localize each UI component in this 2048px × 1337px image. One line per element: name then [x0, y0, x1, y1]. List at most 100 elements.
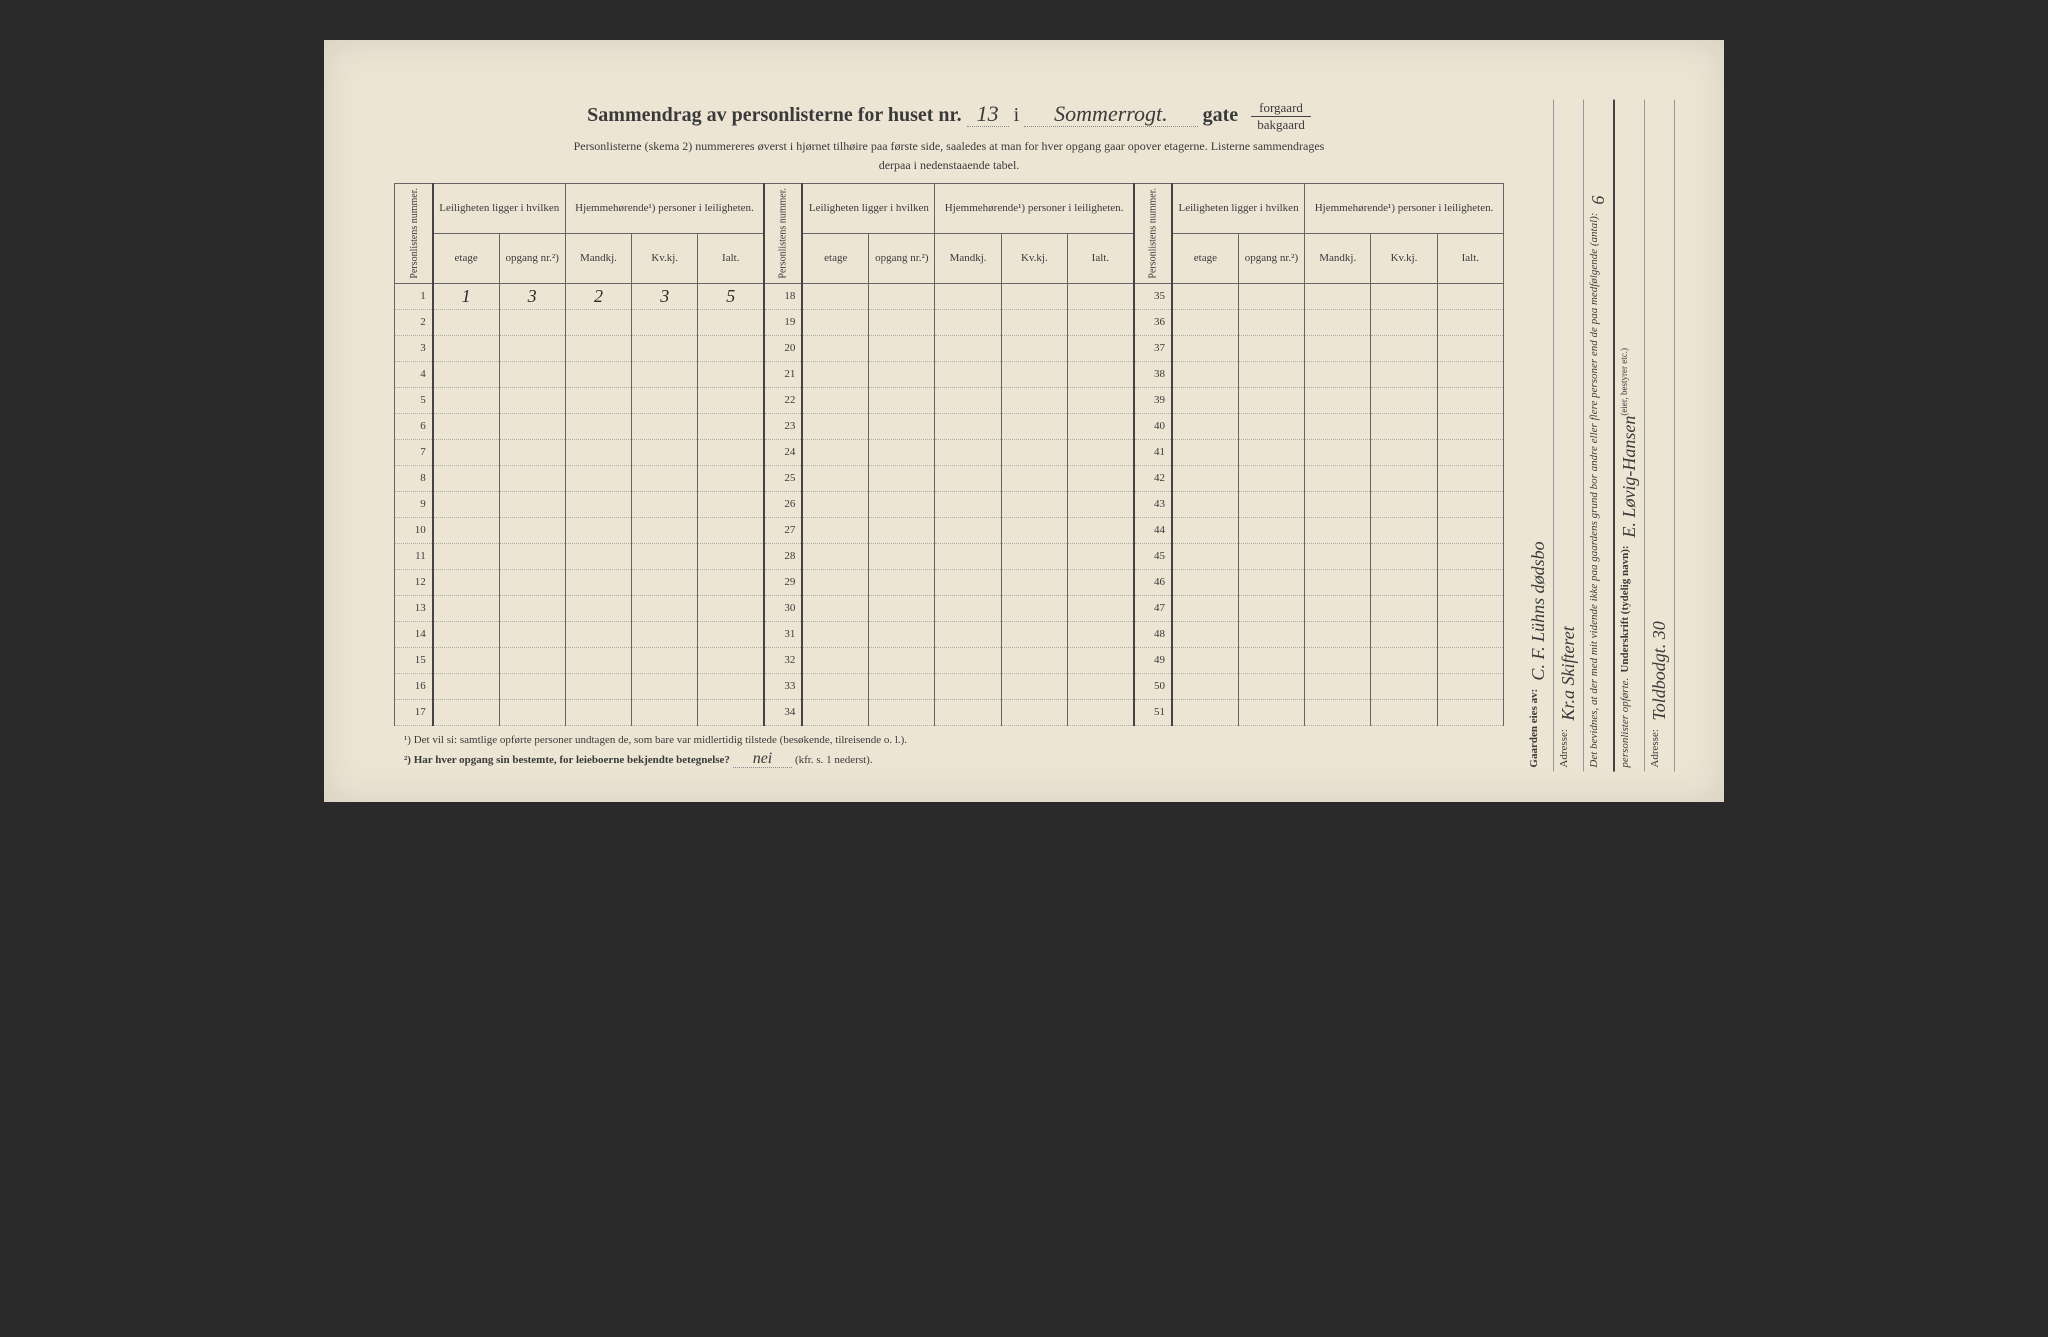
cell-ialt: [698, 673, 764, 699]
cell-empty: [1001, 699, 1067, 725]
cell-kvkj: [632, 621, 698, 647]
cell-ialt: [698, 517, 764, 543]
table-body: 1132351835219363203742138522396234072441…: [395, 283, 1504, 725]
cell-mandkj: [565, 413, 631, 439]
th-kvkj-1: Kv.kj.: [632, 233, 698, 283]
cell-empty: [1305, 361, 1371, 387]
cell-empty: [1437, 491, 1503, 517]
cell-etage: [433, 517, 499, 543]
row-num: 23: [764, 413, 802, 439]
row-num: 38: [1134, 361, 1172, 387]
row-num: 20: [764, 335, 802, 361]
row-num: 8: [395, 465, 433, 491]
bakgaard-label: bakgaard: [1251, 117, 1311, 133]
row-num: 10: [395, 517, 433, 543]
th-opgang-3: opgang nr.²): [1238, 233, 1304, 283]
cell-kvkj: [632, 413, 698, 439]
th-kvkj-2: Kv.kj.: [1001, 233, 1067, 283]
cell-empty: [1001, 569, 1067, 595]
cell-ialt: [698, 335, 764, 361]
footnote-2-suffix: (kfr. s. 1 nederst).: [795, 754, 873, 766]
cell-empty: [1238, 413, 1304, 439]
row-num: 25: [764, 465, 802, 491]
cell-kvkj: [632, 543, 698, 569]
cell-empty: [1437, 283, 1503, 309]
cell-empty: [1238, 439, 1304, 465]
underskrift-label: Underskrift (tydelig navn):: [1619, 545, 1631, 672]
row-num: 9: [395, 491, 433, 517]
cell-ialt: [698, 595, 764, 621]
cell-kvkj: [632, 335, 698, 361]
row-num: 11: [395, 543, 433, 569]
cell-empty: [1305, 413, 1371, 439]
adresse2-label: Adresse:: [1649, 729, 1661, 768]
cell-empty: [1001, 491, 1067, 517]
cell-empty: [802, 647, 868, 673]
cell-empty: [869, 673, 935, 699]
cell-empty: [1172, 699, 1238, 725]
attestation-column: Det bevidnes, at der med mit vidende ikk…: [1584, 100, 1615, 772]
cell-empty: [1068, 491, 1134, 517]
cell-opgang: [499, 569, 565, 595]
cell-ialt: 5: [698, 283, 764, 309]
cell-empty: [1305, 673, 1371, 699]
table-row: 133047: [395, 595, 1504, 621]
cell-empty: [1001, 647, 1067, 673]
cell-empty: [1305, 569, 1371, 595]
cell-ialt: [698, 387, 764, 413]
cell-empty: [1001, 309, 1067, 335]
cell-mandkj: [565, 621, 631, 647]
cell-empty: [1068, 387, 1134, 413]
cell-empty: [1371, 283, 1437, 309]
th-leilighet-3: Leiligheten ligger i hvilken: [1172, 184, 1305, 234]
cell-empty: [1068, 621, 1134, 647]
cell-kvkj: 3: [632, 283, 698, 309]
cell-ialt: [698, 413, 764, 439]
table-row: 153249: [395, 647, 1504, 673]
cell-empty: [1371, 387, 1437, 413]
row-num: 1: [395, 283, 433, 309]
cell-empty: [1305, 647, 1371, 673]
cell-empty: [935, 621, 1001, 647]
cell-empty: [1172, 309, 1238, 335]
cell-opgang: [499, 595, 565, 621]
row-num: 14: [395, 621, 433, 647]
owner-address-column: Adresse: Kr.a Skifteret: [1554, 100, 1584, 772]
cell-empty: [1068, 335, 1134, 361]
cell-opgang: [499, 309, 565, 335]
cell-ialt: [698, 309, 764, 335]
row-num: 48: [1134, 621, 1172, 647]
cell-mandkj: [565, 491, 631, 517]
cell-empty: [1437, 595, 1503, 621]
cell-mandkj: [565, 465, 631, 491]
cell-opgang: [499, 439, 565, 465]
th-hjemme-2: Hjemmehørende¹) personer i leiligheten.: [935, 184, 1134, 234]
right-panel: Gaarden eies av: C. F. Lühns dødsbo Adre…: [1524, 100, 1674, 772]
cell-empty: [935, 335, 1001, 361]
table-row: 112845: [395, 543, 1504, 569]
cell-kvkj: [632, 361, 698, 387]
cell-empty: [1305, 595, 1371, 621]
row-num: 32: [764, 647, 802, 673]
row-num: 33: [764, 673, 802, 699]
cell-empty: [1305, 699, 1371, 725]
cell-kvkj: [632, 465, 698, 491]
footnotes: ¹) Det vil si: samtlige opførte personer…: [394, 734, 1504, 768]
cell-empty: [935, 647, 1001, 673]
cell-empty: [935, 699, 1001, 725]
th-etage-2: etage: [802, 233, 868, 283]
row-num: 30: [764, 595, 802, 621]
th-ialt-1: Ialt.: [698, 233, 764, 283]
cell-empty: [1371, 517, 1437, 543]
cell-empty: [1238, 361, 1304, 387]
th-ialt-3: Ialt.: [1437, 233, 1503, 283]
cell-empty: [1371, 465, 1437, 491]
cell-empty: [1371, 335, 1437, 361]
cell-empty: [935, 387, 1001, 413]
cell-empty: [1305, 543, 1371, 569]
cell-empty: [935, 569, 1001, 595]
row-num: 49: [1134, 647, 1172, 673]
row-num: 19: [764, 309, 802, 335]
cell-empty: [935, 595, 1001, 621]
cell-empty: [935, 439, 1001, 465]
